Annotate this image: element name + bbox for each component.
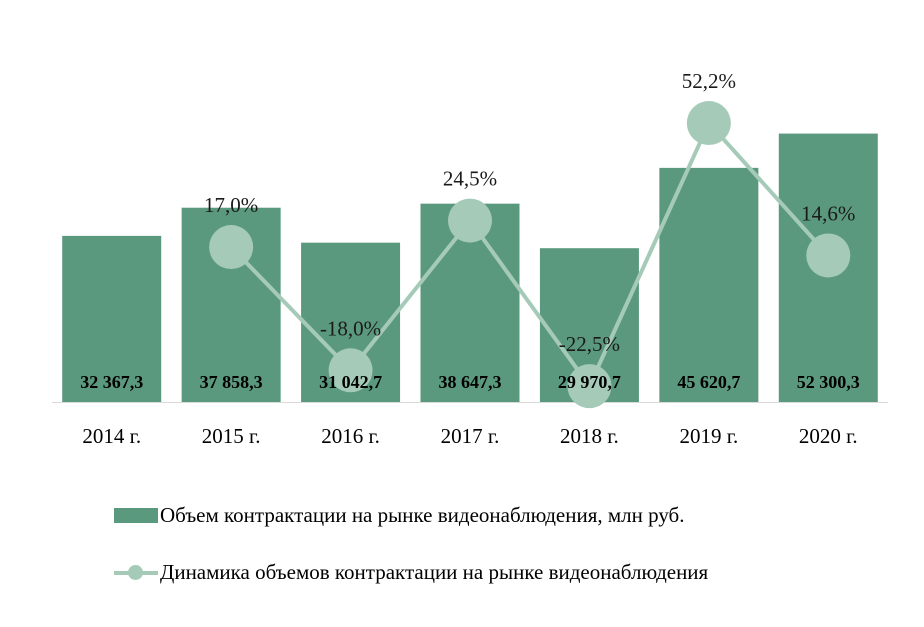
- dynamics-point-5: [686, 101, 731, 146]
- x-tick-label-4: 2018 г.: [560, 424, 619, 448]
- bar-value-label-1: 37 858,3: [200, 372, 263, 392]
- dynamics-point-3: [448, 198, 492, 243]
- x-tick-label-1: 2015 г.: [202, 424, 261, 448]
- bar-5: [659, 167, 759, 402]
- x-tick-label-0: 2014 г.: [82, 424, 141, 448]
- dynamics-value-label-1: 17,0%: [204, 193, 258, 217]
- legend-bar-label: Объем контрактации на рынке видеонаблюде…: [160, 502, 685, 527]
- legend-line-label: Динамика объемов контрактации на рынке в…: [160, 559, 709, 584]
- dynamics-value-label-4: -22,5%: [559, 332, 620, 356]
- x-tick-label-3: 2017 г.: [441, 424, 500, 448]
- dynamics-value-label-5: 52,2%: [682, 69, 736, 93]
- legend-bar-swatch: [114, 507, 158, 523]
- legend: Объем контрактации на рынке видеонаблюде…: [114, 500, 708, 614]
- dynamics-point-1: [209, 225, 254, 270]
- dynamics-line: [229, 121, 830, 389]
- dynamics-point-2: [328, 348, 373, 393]
- x-tick-label-2: 2016 г.: [321, 424, 380, 448]
- legend-line-swatch: [114, 564, 158, 580]
- bar-value-label-4: 29 970,7: [558, 372, 621, 392]
- bar-0: [62, 235, 162, 402]
- bar-value-label-3: 38 647,3: [439, 372, 502, 392]
- dynamics-point-4: [567, 364, 612, 409]
- dynamics-value-label-3: 24,5%: [443, 167, 497, 191]
- dynamics-value-label-6: 14,6%: [801, 201, 855, 225]
- legend-item-line: Динамика объемов контрактации на рынке в…: [114, 557, 708, 587]
- legend-item-bar: Объем контрактации на рынке видеонаблюде…: [114, 500, 708, 530]
- bar-value-label-6: 52 300,3: [797, 372, 860, 392]
- bar-value-label-2: 31 042,7: [319, 372, 382, 392]
- dynamics-value-label-2: -18,0%: [320, 316, 381, 340]
- dynamics-point-6: [806, 233, 851, 278]
- bar-value-label-0: 32 367,3: [80, 372, 143, 392]
- x-tick-label-5: 2019 г.: [679, 424, 738, 448]
- bar-value-label-5: 45 620,7: [677, 372, 740, 392]
- x-tick-label-6: 2020 г.: [799, 424, 858, 448]
